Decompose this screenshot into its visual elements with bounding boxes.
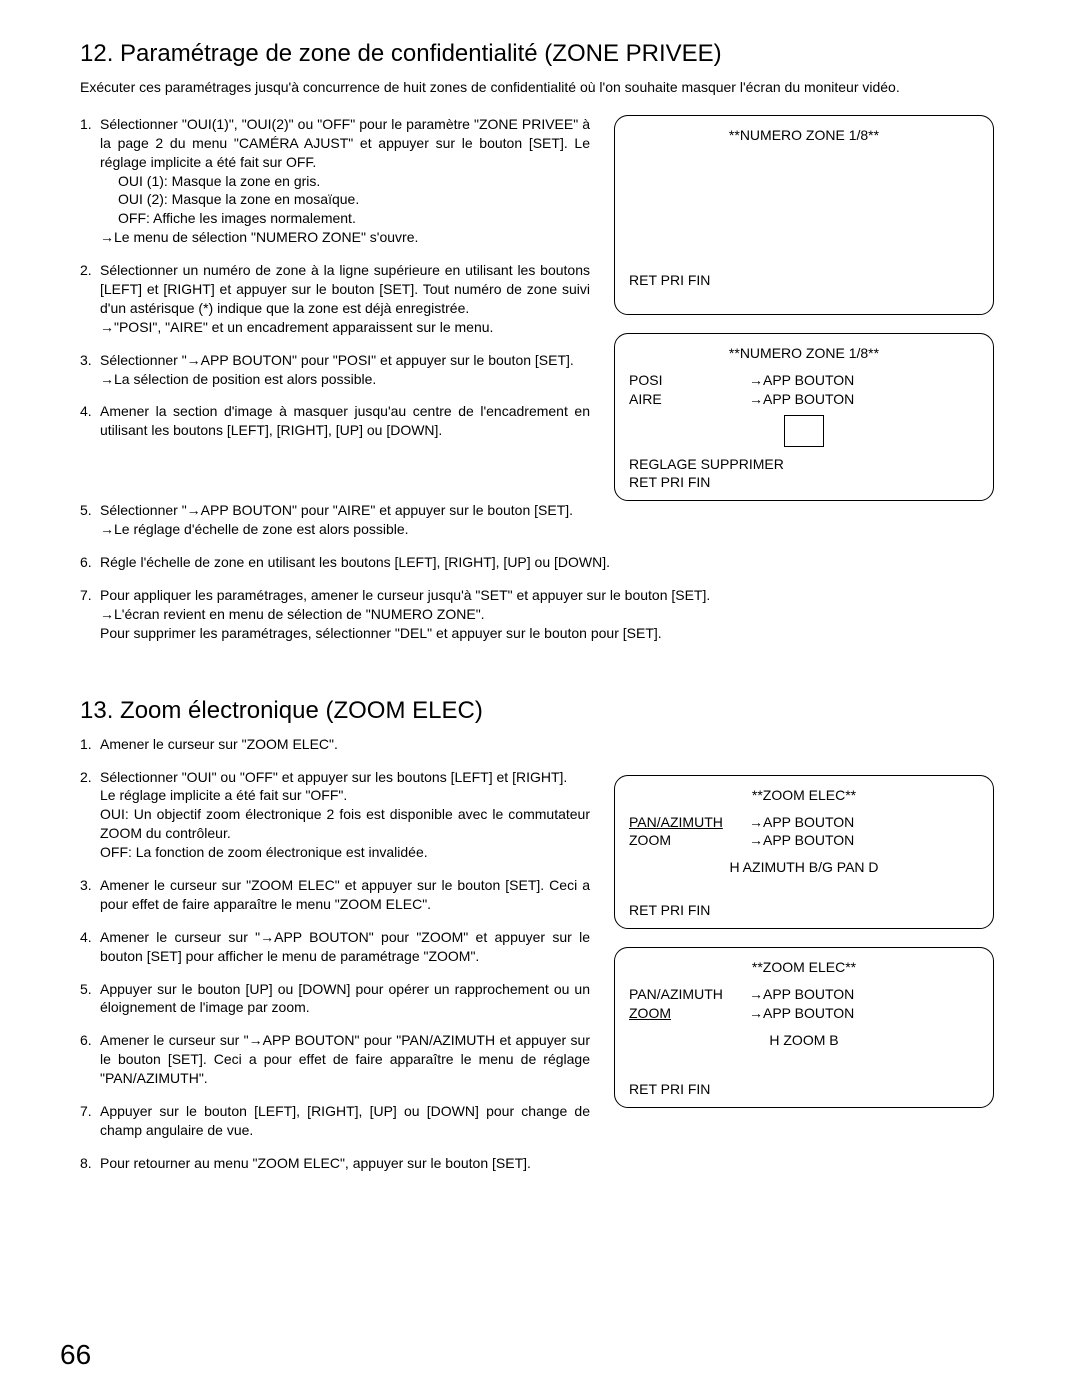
step-text: Amener le curseur sur "→APP BOUTON" pour… <box>100 1032 590 1086</box>
display-title: **NUMERO ZONE 1/8** <box>629 344 979 363</box>
step-number: 8. <box>80 1154 92 1173</box>
step-sub: OFF: La fonction de zoom électronique es… <box>100 843 590 862</box>
display-footer: RET PRI FIN <box>629 473 979 492</box>
step-extra: Pour supprimer les paramétrages, sélecti… <box>100 624 1020 643</box>
display-value: →APP BOUTON <box>749 1004 854 1023</box>
display-numero-zone-1: **NUMERO ZONE 1/8** RET PRI FIN <box>614 115 994 315</box>
display-title: **ZOOM ELEC** <box>629 958 979 977</box>
step-sub: OUI (2): Masque la zone en mosaïque. <box>100 190 590 209</box>
step-arrow: Le menu de sélection "NUMERO ZONE" s'ouv… <box>100 228 590 247</box>
step-sub: OUI: Un objectif zoom électronique 2 foi… <box>100 805 590 843</box>
display-zoom-elec-2: **ZOOM ELEC** PAN/AZIMUTH →APP BOUTON ZO… <box>614 947 994 1107</box>
display-label: AIRE <box>629 390 749 409</box>
step-arrow: L'écran revient en menu de sélection de … <box>100 605 1020 624</box>
display-value: →APP BOUTON <box>749 813 854 832</box>
display-value: →APP BOUTON <box>749 371 854 390</box>
section-12-title: 12. Paramétrage de zone de confidentiali… <box>80 40 1020 68</box>
step-text: Sélectionner "→APP BOUTON" pour "AIRE" e… <box>100 502 573 518</box>
step-number: 6. <box>80 553 92 572</box>
page-number: 66 <box>60 1339 91 1371</box>
display-mid: H ZOOM B <box>629 1031 979 1050</box>
display-numero-zone-2: **NUMERO ZONE 1/8** POSI →APP BOUTON AIR… <box>614 333 994 501</box>
step-text: Amener le curseur sur "ZOOM ELEC" et app… <box>100 877 590 912</box>
step-sub: OUI (1): Masque la zone en gris. <box>100 172 590 191</box>
display-label: POSI <box>629 371 749 390</box>
step-text: Amener la section d'image à masquer jusq… <box>100 403 590 438</box>
display-small-box <box>784 415 824 447</box>
display-footer: RET PRI FIN <box>629 901 979 920</box>
step-text: Sélectionner un numéro de zone à la lign… <box>100 262 590 316</box>
display-footer: RET PRI FIN <box>629 271 979 290</box>
display-footer: REGLAGE SUPPRIMER <box>629 455 979 474</box>
display-title: **NUMERO ZONE 1/8** <box>629 126 979 145</box>
step-arrow: "POSI", "AIRE" et un encadrement apparai… <box>100 318 590 337</box>
display-title: **ZOOM ELEC** <box>629 786 979 805</box>
section-12-steps-left: Sélectionner "OUI(1)", "OUI(2)" ou "OFF"… <box>80 115 590 440</box>
display-mid: H AZIMUTH B/G PAN D <box>629 858 979 877</box>
step-text: Pour appliquer les paramétrages, amener … <box>100 587 710 603</box>
display-value: →APP BOUTON <box>749 390 854 409</box>
step-text: Sélectionner "OUI(1)", "OUI(2)" ou "OFF"… <box>100 116 590 170</box>
section-13-steps-full: 8. Pour retourner au menu "ZOOM ELEC", a… <box>80 1154 1020 1173</box>
display-label: PAN/AZIMUTH <box>629 813 749 832</box>
display-value: →APP BOUTON <box>749 831 854 850</box>
step-text: Amener le curseur sur "→APP BOUTON" pour… <box>100 929 590 964</box>
step-arrow: Le réglage d'échelle de zone est alors p… <box>100 520 1020 539</box>
step-number: 5. <box>80 501 92 520</box>
step-sub: OFF: Affiche les images normalement. <box>100 209 590 228</box>
display-label: PAN/AZIMUTH <box>629 985 749 1004</box>
display-label: ZOOM <box>629 1004 749 1023</box>
display-footer: RET PRI FIN <box>629 1080 979 1099</box>
step-text: Appuyer sur le bouton [UP] ou [DOWN] pou… <box>100 981 590 1016</box>
step-text: Appuyer sur le bouton [LEFT], [RIGHT], [… <box>100 1103 590 1138</box>
section-13-steps-left: Amener le curseur sur "ZOOM ELEC". Sélec… <box>80 735 590 1140</box>
step-text: Sélectionner "→APP BOUTON" pour "POSI" e… <box>100 352 574 368</box>
display-zoom-elec-1: **ZOOM ELEC** PAN/AZIMUTH →APP BOUTON ZO… <box>614 775 994 929</box>
step-text: Pour retourner au menu "ZOOM ELEC", appu… <box>100 1155 531 1171</box>
step-number: 7. <box>80 586 92 605</box>
step-text: Sélectionner "OUI" ou "OFF" et appuyer s… <box>100 769 567 785</box>
step-text: Amener le curseur sur "ZOOM ELEC". <box>100 736 338 752</box>
step-arrow: La sélection de position est alors possi… <box>100 370 590 389</box>
display-label: ZOOM <box>629 831 749 850</box>
section-12-steps-full: 5. Sélectionner "→APP BOUTON" pour "AIRE… <box>80 501 1020 642</box>
section-13-title: 13. Zoom électronique (ZOOM ELEC) <box>80 697 1020 725</box>
step-text: Régle l'échelle de zone en utilisant les… <box>100 554 610 570</box>
step-sub: Le réglage implicite a été fait sur "OFF… <box>100 786 590 805</box>
section-12-intro: Exécuter ces paramétrages jusqu'à concur… <box>80 78 1020 97</box>
display-value: →APP BOUTON <box>749 985 854 1004</box>
